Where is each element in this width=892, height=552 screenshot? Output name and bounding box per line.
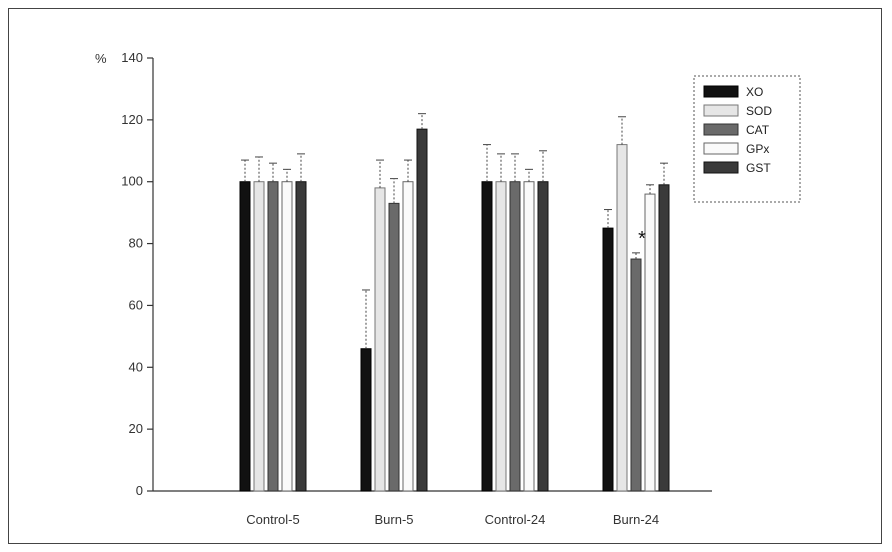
y-tick-label: 120 <box>121 112 143 127</box>
bar-xo-burn-24 <box>602 227 614 492</box>
x-tick-label: Control-24 <box>485 512 546 527</box>
annotations: * <box>638 228 646 250</box>
bar-gpx-control-5 <box>281 181 293 492</box>
bar-xo-burn-5 <box>360 348 372 492</box>
bar-gst-control-24 <box>537 181 549 492</box>
y-tick-label: 80 <box>129 236 143 251</box>
bar-gpx-control-24 <box>523 181 535 492</box>
x-tick-label: Burn-5 <box>374 512 413 527</box>
bar-cat-control-5 <box>267 181 279 492</box>
y-tick-label: 20 <box>129 421 143 436</box>
x-tick-label: Burn-24 <box>613 512 659 527</box>
bar-sod-burn-24 <box>616 144 628 492</box>
figure-frame <box>8 8 882 544</box>
y-tick-label: 140 <box>121 50 143 65</box>
legend-label-sod: SOD <box>746 104 772 118</box>
legend-items: XO SOD CAT GPx GST <box>703 85 772 175</box>
legend-label-xo: XO <box>746 85 763 99</box>
legend-label-cat: CAT <box>746 123 770 137</box>
bar-sod-control-5 <box>253 181 265 492</box>
bar-xo-control-5 <box>239 181 251 492</box>
significance-asterisk: * <box>638 228 646 250</box>
y-tick-label: 40 <box>129 359 143 374</box>
legend-label-gst: GST <box>746 161 771 175</box>
y-tick-label: 100 <box>121 174 143 189</box>
y-tick-label: 0 <box>136 483 143 498</box>
legend-swatch-sod <box>703 104 739 117</box>
bar-cat-burn-24 <box>630 258 642 492</box>
y-ticks: 0 20 40 60 80 100 120 140 <box>121 50 153 498</box>
error-bars <box>241 113 668 349</box>
bar-gst-burn-24 <box>658 184 670 492</box>
bar-gpx-burn-5 <box>402 181 414 492</box>
x-ticks: Control-5 Burn-5 Control-24 Burn-24 <box>246 512 659 527</box>
legend: XO SOD CAT GPx GST <box>693 75 801 203</box>
axes <box>152 58 712 492</box>
legend-label-gpx: GPx <box>746 142 769 156</box>
bar-gpx-burn-24 <box>644 193 656 492</box>
bar-cat-burn-5 <box>388 202 400 492</box>
bar-cat-control-24 <box>509 181 521 492</box>
bar-xo-control-24 <box>481 181 493 492</box>
legend-swatch-cat <box>703 123 739 136</box>
bar-sod-burn-5 <box>374 187 386 492</box>
bar-gst-burn-5 <box>416 128 428 492</box>
legend-swatch-gpx <box>703 142 739 155</box>
x-tick-label: Control-5 <box>246 512 299 527</box>
legend-swatch-xo <box>703 85 739 98</box>
legend-swatch-gst <box>703 161 739 174</box>
y-axis-label: % <box>95 51 107 66</box>
bars <box>239 128 670 492</box>
bar-sod-control-24 <box>495 181 507 492</box>
bar-gst-control-5 <box>295 181 307 492</box>
y-tick-label: 60 <box>129 297 143 312</box>
